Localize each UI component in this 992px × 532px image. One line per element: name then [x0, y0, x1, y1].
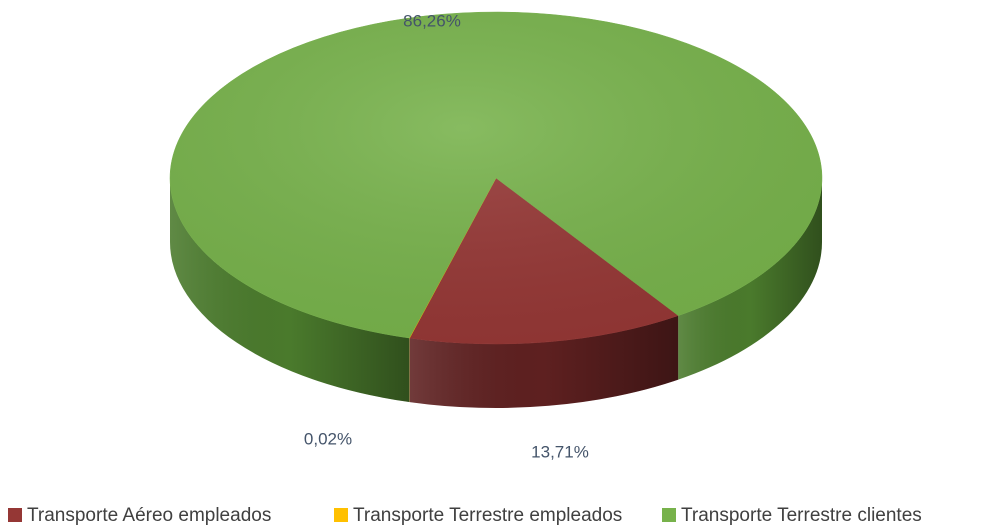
legend-swatch	[662, 508, 676, 522]
legend-swatch	[8, 508, 22, 522]
top-shine	[170, 12, 822, 344]
legend-label: Transporte Terrestre clientes	[681, 505, 922, 526]
legend: Transporte Aéreo empleados Transporte Ter…	[8, 505, 922, 526]
pie-tops	[170, 12, 822, 344]
legend-label: Transporte Terrestre empleados	[353, 505, 622, 526]
data-label: 86,26%	[403, 11, 461, 30]
legend-swatch	[334, 508, 348, 522]
legend-label: Transporte Aéreo empleados	[27, 505, 271, 526]
data-label: 0,02%	[304, 429, 352, 448]
data-label: 13,71%	[531, 442, 589, 461]
